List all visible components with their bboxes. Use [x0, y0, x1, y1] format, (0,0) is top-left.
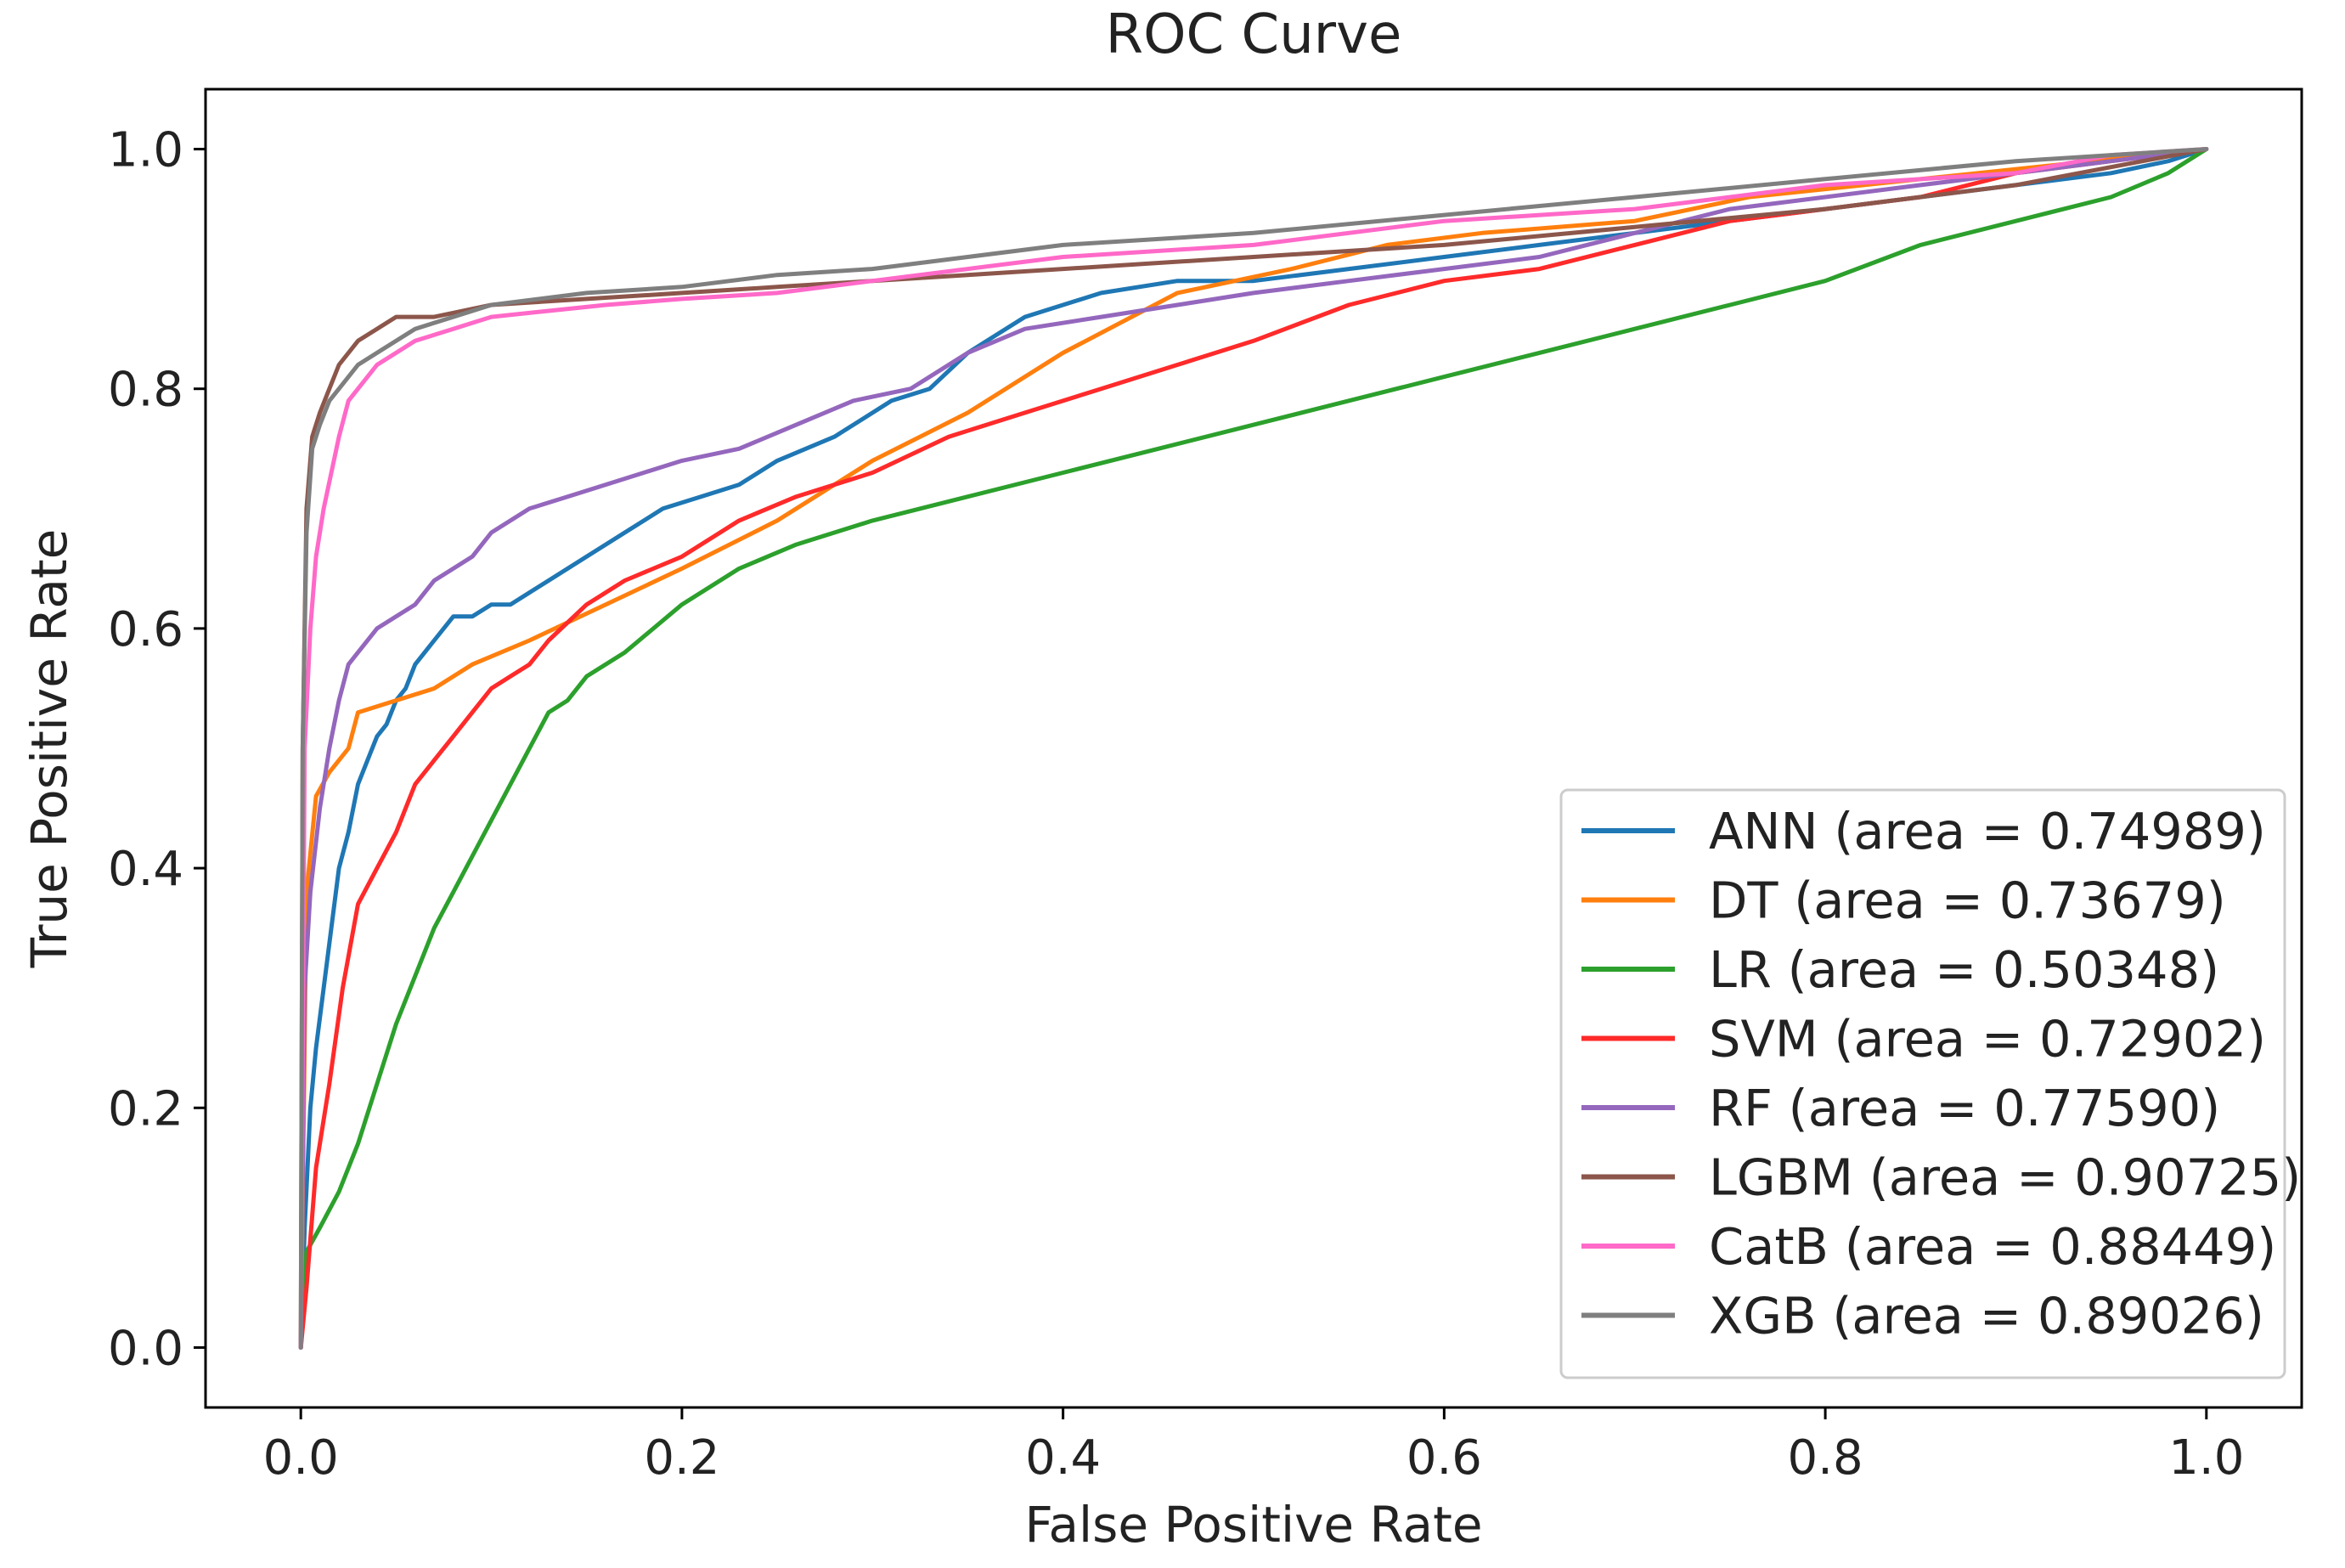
y-axis-label: True Positive Rate — [20, 529, 78, 969]
legend-entries: ANN (area = 0.74989) DT (area = 0.73679) L… — [1581, 802, 2301, 1345]
x-tick-label-2: 0.4 — [1025, 1430, 1101, 1486]
legend-label-0: ANN (area = 0.74989) — [1709, 802, 2266, 860]
x-tick-label-0: 0.0 — [263, 1430, 339, 1486]
legend-label-1: DT (area = 0.73679) — [1709, 871, 2226, 930]
y-tick-label-1: 0.2 — [108, 1081, 183, 1137]
x-axis: 0.0 0.2 0.4 0.6 0.8 1.0 — [263, 1407, 2244, 1486]
y-axis: 0.0 0.2 0.4 0.6 0.8 1.0 — [108, 123, 206, 1376]
legend-label-2: LR (area = 0.50348) — [1709, 940, 2219, 999]
x-tick-label-5: 1.0 — [2168, 1430, 2244, 1486]
series-line-3 — [298, 147, 2209, 1350]
series-line-1 — [298, 147, 2209, 1350]
x-tick-label-1: 0.2 — [644, 1430, 719, 1486]
x-tick-label-4: 0.8 — [1788, 1430, 1863, 1486]
chart-title: ROC Curve — [1106, 3, 1402, 66]
series-line-4 — [298, 147, 2209, 1350]
series-layer — [298, 147, 2209, 1350]
legend-label-7: XGB (area = 0.89026) — [1709, 1287, 2264, 1345]
x-axis-label: False Positive Rate — [1024, 1496, 1482, 1554]
y-tick-label-2: 0.4 — [108, 842, 183, 897]
x-tick-label-3: 0.6 — [1406, 1430, 1482, 1486]
legend-label-5: LGBM (area = 0.90725) — [1709, 1148, 2301, 1207]
series-line-7 — [298, 147, 2209, 1350]
plot-frame — [204, 87, 2303, 1409]
legend: ANN (area = 0.74989) DT (area = 0.73679) L… — [1559, 788, 2301, 1379]
y-tick-label-4: 0.8 — [108, 363, 183, 418]
legend-label-4: RF (area = 0.77590) — [1709, 1079, 2220, 1137]
y-tick-label-0: 0.0 — [108, 1321, 183, 1376]
series-line-2 — [298, 147, 2209, 1350]
legend-label-3: SVM (area = 0.72902) — [1709, 1010, 2266, 1069]
y-tick-label-3: 0.6 — [108, 602, 183, 657]
legend-label-6: CatB (area = 0.88449) — [1709, 1217, 2276, 1276]
y-tick-label-5: 1.0 — [108, 123, 183, 178]
series-line-5 — [298, 147, 2209, 1350]
series-line-0 — [298, 147, 2209, 1350]
series-line-6 — [298, 147, 2209, 1350]
legend-box — [1559, 788, 2286, 1379]
